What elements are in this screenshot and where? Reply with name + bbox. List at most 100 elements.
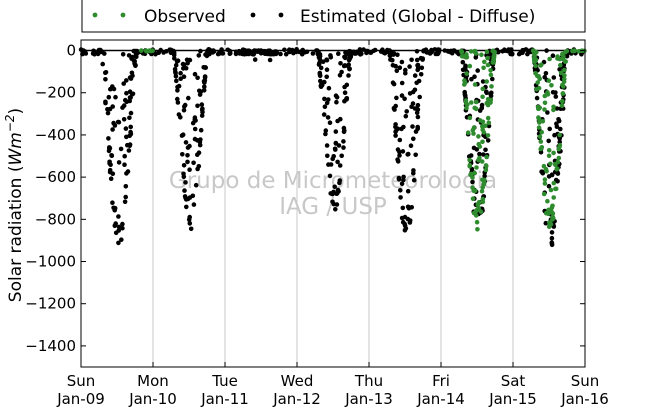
- observed-point: [556, 155, 562, 161]
- estimated-point: [334, 99, 339, 105]
- estimated-point: [556, 118, 562, 124]
- observed-point: [562, 73, 567, 78]
- estimated-point: [417, 94, 423, 100]
- estimated-point: [200, 106, 205, 111]
- y-axis: 0 −200 −400 −600 −800 −1000 −1200 −1400: [25, 42, 585, 355]
- estimated-point: [316, 62, 322, 67]
- estimated-point: [197, 142, 203, 148]
- estimated-point: [339, 69, 344, 75]
- observed-point: [486, 120, 492, 126]
- estimated-point: [411, 171, 416, 176]
- observed-point: [467, 157, 472, 163]
- observed-point: [545, 198, 550, 204]
- estimated-point: [393, 122, 398, 127]
- observed-point: [533, 71, 538, 76]
- estimated-point: [129, 70, 135, 76]
- estimated-point: [123, 184, 129, 189]
- estimated-point: [404, 109, 410, 114]
- estimated-point: [186, 95, 191, 101]
- estimated-point: [175, 88, 180, 93]
- estimated-point: [195, 166, 200, 172]
- estimated-point: [347, 56, 353, 61]
- estimated-point: [321, 112, 327, 117]
- observed-point: [539, 129, 544, 135]
- estimated-point: [122, 199, 128, 205]
- estimated-point: [398, 188, 403, 193]
- y-tick-label: −600: [35, 168, 76, 186]
- observed-point: [546, 153, 552, 159]
- estimated-point: [397, 153, 402, 158]
- observed-point: [488, 72, 494, 78]
- estimated-point: [319, 80, 324, 86]
- estimated-point: [127, 115, 132, 121]
- series-estimated-points: [78, 47, 586, 248]
- legend-observed-marker: [120, 12, 126, 18]
- estimated-point: [331, 201, 337, 207]
- observed-point: [558, 70, 564, 76]
- estimated-point: [181, 74, 187, 79]
- estimated-point: [195, 103, 200, 109]
- x-tick-date: Jan-15: [488, 390, 537, 408]
- estimated-point: [489, 90, 494, 96]
- observed-point: [540, 119, 546, 124]
- estimated-point: [182, 188, 187, 193]
- estimated-point: [346, 73, 351, 78]
- y-tick-label: −800: [35, 210, 76, 228]
- observed-point: [559, 103, 565, 108]
- estimated-point: [408, 143, 414, 148]
- estimated-point: [110, 171, 116, 176]
- observed-point: [548, 187, 554, 193]
- estimated-point: [510, 51, 515, 57]
- estimated-point: [236, 48, 242, 54]
- estimated-point: [346, 62, 352, 67]
- estimated-point: [122, 153, 127, 159]
- estimated-point: [545, 110, 550, 115]
- estimated-point: [415, 102, 421, 108]
- estimated-point: [333, 141, 339, 146]
- observed-point: [480, 124, 485, 129]
- estimated-point: [127, 133, 132, 139]
- estimated-point: [106, 148, 112, 154]
- estimated-point: [549, 240, 555, 245]
- estimated-point: [341, 139, 346, 144]
- estimated-point: [127, 142, 133, 147]
- estimated-point: [472, 74, 477, 79]
- estimated-point: [190, 193, 196, 199]
- x-tick-day: Tue: [211, 372, 238, 390]
- watermark: Grupo de Micrometeorologia IAG / USP: [169, 168, 497, 220]
- observed-point: [547, 56, 552, 62]
- observed-point: [488, 100, 493, 105]
- estimated-point: [112, 205, 118, 211]
- estimated-point: [107, 106, 113, 112]
- observed-point: [547, 220, 552, 225]
- estimated-point: [111, 120, 116, 126]
- estimated-point: [380, 47, 385, 52]
- estimated-point: [267, 49, 273, 54]
- estimated-point: [406, 205, 412, 211]
- estimated-point: [414, 49, 420, 54]
- observed-point: [490, 60, 496, 65]
- estimated-point: [199, 102, 205, 107]
- estimated-point: [399, 59, 405, 65]
- estimated-point: [180, 152, 185, 157]
- observed-point: [465, 130, 471, 135]
- observed-point: [473, 106, 479, 112]
- estimated-point: [278, 51, 283, 57]
- observed-point: [470, 175, 475, 180]
- estimated-point: [310, 51, 316, 56]
- observed-point: [555, 54, 560, 59]
- x-tick-day: Sun: [67, 372, 96, 390]
- observed-point: [484, 154, 490, 160]
- legend-estimated-label: Estimated (Global - Diffuse): [300, 7, 535, 27]
- observed-point: [462, 82, 467, 87]
- estimated-point: [400, 205, 406, 211]
- estimated-point: [187, 221, 193, 226]
- estimated-point: [111, 86, 117, 92]
- observed-point: [560, 91, 566, 96]
- y-tick-label: 0: [66, 42, 76, 60]
- estimated-point: [184, 204, 189, 210]
- observed-point: [480, 139, 485, 145]
- observed-point: [485, 133, 491, 138]
- estimated-point: [470, 179, 475, 185]
- observed-point: [546, 211, 551, 217]
